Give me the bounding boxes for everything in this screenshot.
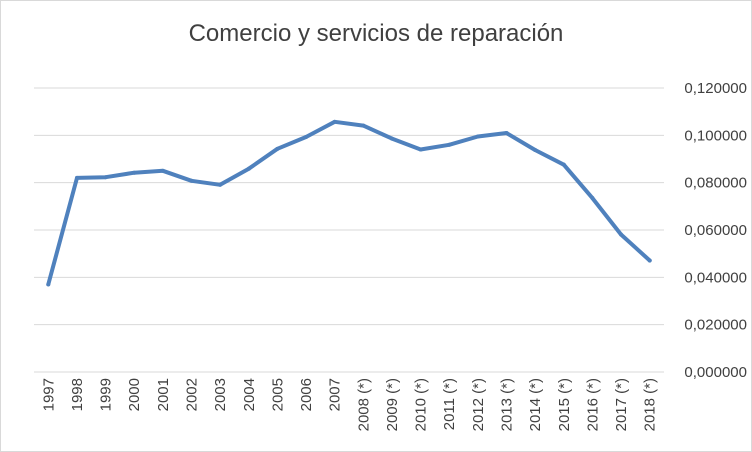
data-point xyxy=(418,147,423,152)
x-tick-label: 2006 xyxy=(298,378,315,411)
data-point xyxy=(46,282,51,287)
y-tick-labels: 0,000000 0,020000 0,040000 0,060000 0,080000… xyxy=(684,80,747,381)
y-tick-label: 0,120000 xyxy=(684,80,747,97)
data-point xyxy=(361,123,366,128)
x-tick-labels: 1997 1998 1999 2000 2001 2002 2003 2004 2005 2006… xyxy=(40,378,658,431)
data-point xyxy=(275,146,280,151)
data-point xyxy=(561,162,566,167)
data-point xyxy=(246,166,251,171)
x-tick-label: 2016 (*) xyxy=(584,378,601,431)
x-tick-label: 1998 xyxy=(69,378,86,411)
data-point xyxy=(647,258,652,263)
y-tick-label: 0,080000 xyxy=(684,175,747,192)
x-tick-label: 2003 xyxy=(212,378,229,411)
y-tick-label: 0,020000 xyxy=(684,317,747,334)
data-point xyxy=(619,232,624,237)
chart-title: Comercio y servicios de reparación xyxy=(188,20,564,47)
data-point xyxy=(475,134,480,139)
x-tick-label: 2000 xyxy=(126,378,143,411)
x-tick-label: 2007 xyxy=(327,378,344,411)
x-tick-label: 2002 xyxy=(184,378,201,411)
x-tick-label: 2001 xyxy=(155,378,172,411)
y-tick-label: 0,000000 xyxy=(684,364,747,381)
data-point xyxy=(132,170,137,175)
x-tick-label: 2012 (*) xyxy=(470,378,487,431)
x-tick-label: 2018 (*) xyxy=(642,378,659,431)
data-point xyxy=(504,130,509,135)
x-tick-label: 2014 (*) xyxy=(527,378,544,431)
y-tick-label: 0,040000 xyxy=(684,269,747,286)
series-line xyxy=(46,119,652,287)
data-point xyxy=(160,168,165,173)
x-tick-label: 2011 (*) xyxy=(441,378,458,430)
data-point xyxy=(590,196,595,201)
data-point xyxy=(304,134,309,139)
x-tick-label: 1997 xyxy=(40,378,57,411)
x-tick-label: 2009 (*) xyxy=(384,378,401,431)
data-point xyxy=(189,178,194,183)
x-tick-label: 2005 xyxy=(269,378,286,411)
data-point xyxy=(533,148,538,153)
data-point xyxy=(332,119,337,124)
data-point xyxy=(447,142,452,147)
data-point xyxy=(74,175,79,180)
y-tick-label: 0,060000 xyxy=(684,222,747,239)
y-tick-label: 0,100000 xyxy=(684,127,747,144)
x-tick-label: 2017 (*) xyxy=(613,378,630,431)
series-lines xyxy=(46,119,652,287)
data-point xyxy=(103,175,108,180)
x-tick-label: 1999 xyxy=(98,378,115,411)
x-tick-label: 2008 (*) xyxy=(355,378,372,431)
x-tick-label: 2010 (*) xyxy=(413,378,430,431)
x-tick-label: 2004 xyxy=(241,378,258,411)
x-tick-label: 2015 (*) xyxy=(556,378,573,431)
data-point xyxy=(389,136,394,141)
data-point xyxy=(218,182,223,187)
x-tick-label: 2013 (*) xyxy=(499,378,516,431)
gridlines xyxy=(34,87,664,373)
